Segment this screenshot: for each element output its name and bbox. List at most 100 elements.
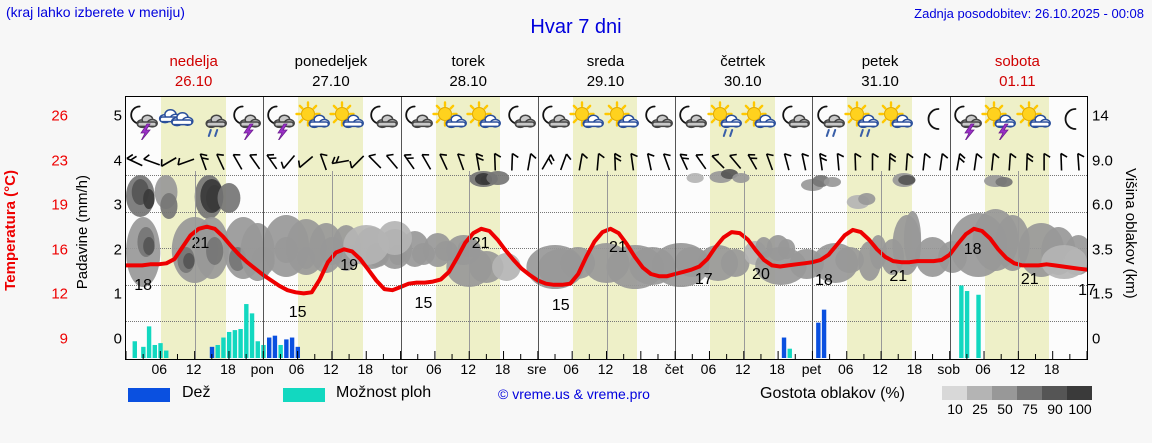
x-tick-06: 06 — [700, 361, 717, 377]
x-tick-06: 06 — [563, 361, 579, 377]
temp-tick-4: 12 — [51, 285, 68, 303]
moon-cloud-thunder-icon — [123, 100, 163, 140]
day-separator-6 — [949, 97, 951, 359]
temperature-value-label: 18 — [814, 272, 833, 290]
temperature-value-label: 15 — [414, 294, 433, 312]
moon-cloud-icon — [535, 100, 575, 140]
temperature-value-label: 20 — [752, 266, 770, 284]
cloud-density-scale-ticks: 10 25 50 75 90 100 — [942, 401, 1102, 417]
moon-icon — [1050, 100, 1090, 140]
x-tick-18: 18 — [1043, 361, 1060, 377]
daylight-band-2 — [435, 97, 501, 359]
x-tick-18: 18 — [769, 361, 785, 377]
temperature-value-label: 18 — [134, 277, 153, 295]
sun-cloud-icon — [466, 100, 506, 140]
precip-tick-3: 2 — [113, 241, 122, 258]
cloudy-icon — [157, 100, 197, 140]
day-name: ponedeljek — [294, 53, 368, 70]
temp-tick-1: 23 — [51, 152, 68, 169]
density-swatch-90 — [1042, 386, 1067, 400]
x-tick-12: 12 — [460, 361, 476, 377]
wind-barbs-row — [126, 142, 1087, 174]
temperature-value-label: 21 — [471, 234, 490, 252]
day-column-sreda: sreda 29.10 — [537, 52, 674, 94]
day-date: 28.10 — [449, 73, 487, 90]
temperature-value-label: 17 — [694, 270, 713, 288]
precipitation-axis-title: Padavine (mm/h) — [74, 175, 91, 290]
noon-line-2 — [469, 171, 471, 359]
moon-cloud-icon — [775, 100, 815, 140]
day-separator-4 — [675, 97, 677, 359]
day-column-četrtek: četrtek 30.10 — [674, 52, 811, 94]
density-swatch-25 — [967, 386, 992, 400]
day-name: petek — [861, 53, 899, 70]
temperature-value-label: 17 — [1078, 281, 1096, 299]
day-column-torek: torek 28.10 — [400, 52, 537, 94]
precip-tick-4: 1 — [113, 285, 122, 303]
sun-cloud-icon — [329, 100, 369, 140]
temperature-value-label: 21 — [191, 234, 210, 252]
legend: Dež Možnost ploh © vreme.us & vreme.pro … — [0, 384, 1152, 417]
noon-line-1 — [331, 171, 333, 359]
day-separator-5 — [812, 97, 814, 359]
temperature-value-label: 15 — [551, 296, 570, 314]
weather-icons-row — [126, 98, 1087, 142]
moon-cloud-thunder-icon — [947, 100, 987, 140]
precip-tick-0: 5 — [113, 107, 122, 125]
moon-cloud-icon — [638, 100, 678, 140]
showers-label: Možnost ploh — [336, 384, 432, 401]
daylight-band-3 — [572, 97, 638, 359]
showers-swatch — [283, 388, 325, 402]
day-date: 31.10 — [861, 73, 899, 90]
noon-line-0 — [194, 171, 196, 359]
moon-cloud-icon — [398, 100, 438, 140]
moon-cloud-icon — [501, 100, 541, 140]
x-tick-12: 12 — [597, 361, 614, 377]
day-separator-1 — [263, 97, 265, 359]
density-swatch-100 — [1067, 386, 1092, 400]
noon-line-4 — [743, 171, 745, 359]
density-tick-75: 75 — [1022, 401, 1038, 417]
day-date: 27.10 — [312, 73, 350, 90]
cloud-tick-1: 9.0 — [1092, 152, 1113, 169]
sun-cloud-icon — [1015, 100, 1056, 140]
x-tick-tor: tor — [391, 361, 408, 377]
cloud-density-legend-title: Gostota oblakov (%) — [760, 385, 905, 402]
temperature-value-label: 21 — [889, 268, 908, 286]
cloud-density-color-scale — [942, 386, 1092, 400]
cloud-tick-3: 3.5 — [1092, 241, 1113, 258]
day-column-nedelja: nedelja 26.10 — [125, 52, 262, 94]
sun-cloud-icon — [878, 100, 918, 140]
daylight-band-4 — [710, 97, 775, 359]
sun-cloud-drizzle-icon — [706, 100, 747, 140]
density-tick-10: 10 — [947, 401, 963, 417]
temperature-value-label: 21 — [1020, 271, 1039, 289]
x-tick-06: 06 — [288, 361, 305, 377]
moon-cloud-drizzle-icon — [810, 100, 850, 140]
x-tick-12: 12 — [323, 361, 339, 377]
cloud-tick-0: 14 — [1092, 107, 1109, 125]
x-tick-06: 06 — [151, 361, 168, 377]
rain-label: Dež — [182, 384, 211, 401]
density-tick-100: 100 — [1068, 401, 1092, 417]
x-tick-čet: čet — [664, 361, 684, 377]
x-tick-18: 18 — [220, 361, 236, 377]
moon-cloud-thunder-icon — [226, 100, 266, 140]
precip-tick-2: 3 — [113, 196, 122, 214]
x-tick-pet: pet — [801, 361, 822, 377]
moon-cloud-icon — [672, 100, 712, 140]
precip-tick-1: 4 — [113, 152, 122, 169]
day-name: sobota — [994, 53, 1040, 70]
cloud-height-axis-title: Višina oblakov (km) — [1122, 168, 1139, 299]
day-date: 01.11 — [999, 73, 1036, 90]
x-tick-18: 18 — [632, 361, 648, 377]
temperature-axis-ticks: 26 23 19 16 12 9 — [38, 96, 68, 360]
noon-line-5 — [881, 171, 883, 359]
sun-cloud-icon — [603, 100, 644, 140]
x-tick-12: 12 — [734, 361, 751, 377]
day-date: 26.10 — [174, 73, 213, 90]
temperature-value-label: 18 — [963, 240, 982, 258]
temp-tick-2: 19 — [51, 196, 68, 214]
precip-tick-5: 0 — [113, 330, 122, 347]
x-tick-pon: pon — [250, 361, 274, 377]
